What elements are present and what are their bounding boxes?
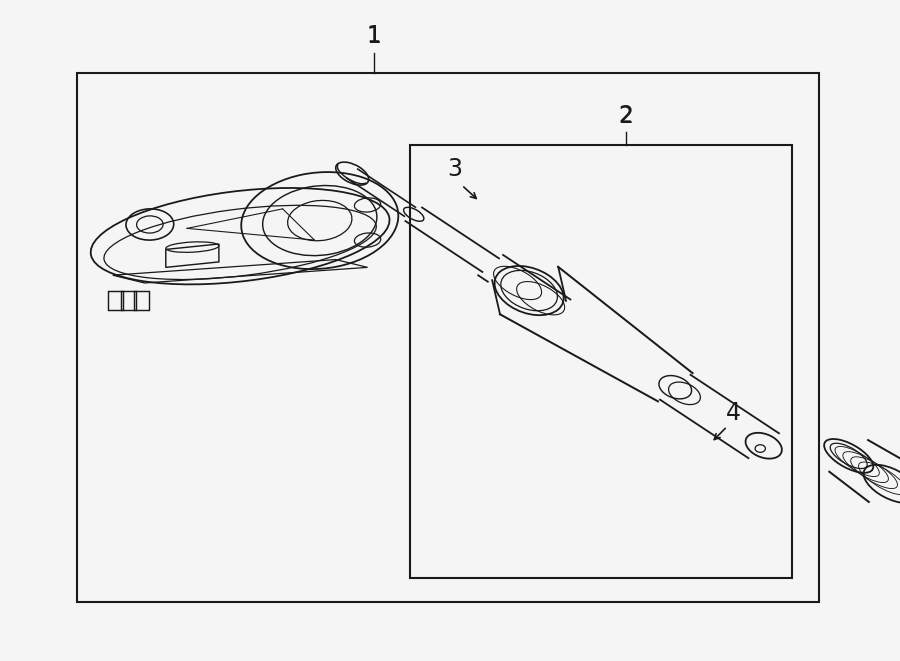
Text: 4: 4 bbox=[726, 401, 741, 425]
Bar bbox=[410, 145, 792, 578]
Bar bbox=[76, 73, 819, 602]
Text: 1: 1 bbox=[366, 24, 381, 48]
Text: 2: 2 bbox=[618, 104, 633, 128]
Text: 2: 2 bbox=[618, 106, 633, 126]
Text: 3: 3 bbox=[447, 157, 462, 180]
Text: 1: 1 bbox=[366, 26, 381, 46]
